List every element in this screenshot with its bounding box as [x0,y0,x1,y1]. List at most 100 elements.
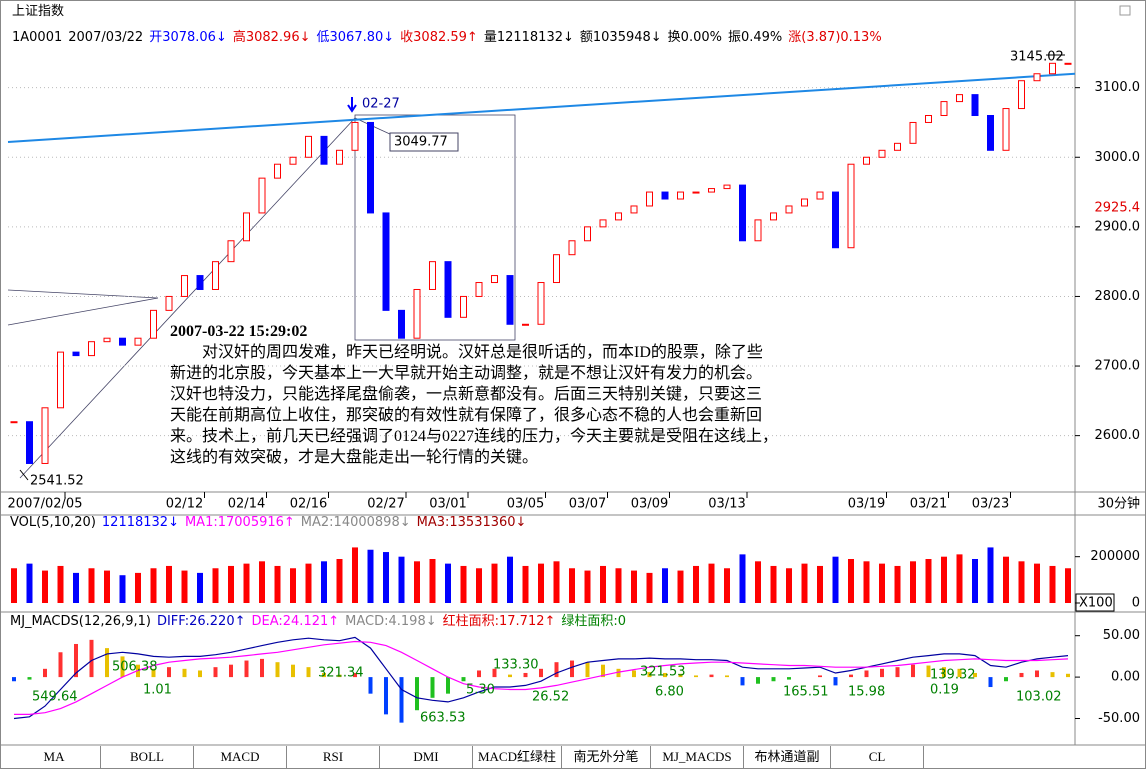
candle [258,177,266,214]
note-line: 这线的有效突破，才是大盘能走出一轮行情的关键。 [170,449,539,466]
legend-item: 绿柱面积:0 [561,614,627,629]
macd-bar [27,677,32,680]
macd-bar [632,670,636,678]
volume-bar [724,568,730,603]
tab[interactable]: MACD [194,746,287,768]
macd-bar [1035,670,1039,678]
volume-bar [212,568,219,603]
macd-bar [446,677,450,694]
volume-bar [398,556,405,603]
current-price: 2925.4 [1095,201,1141,216]
macd-bar [570,660,574,678]
volume-bar [507,556,513,603]
volume-bar [600,565,606,603]
candle [894,142,901,151]
candle [925,115,932,123]
volume-bar [181,570,188,603]
tab[interactable]: 布林通道副 [744,746,831,768]
candle [429,261,436,290]
macd-label: 26.52 [532,690,569,705]
macd-bar [601,664,605,678]
volume-bar [1049,565,1056,603]
legend-item: MA2:14000898↓ [300,515,411,530]
macd-bar [1066,673,1070,678]
macd-bar [399,677,404,723]
volume-bar [73,572,79,603]
volume-bar [166,565,172,603]
label-box [389,132,459,152]
y-tick-label: 200000 [1090,549,1140,564]
macd-label: 1.01 [143,683,172,698]
tab[interactable]: MACD红绿柱 [473,746,562,768]
candle [57,351,64,409]
quote-field: 开3078.06↓ [149,30,227,45]
macd-bar [1050,672,1055,678]
macd-label: 103.02 [1016,690,1062,705]
tab[interactable]: RSI [287,746,380,768]
candle [754,219,762,242]
legend-item: DIFF:26.220↑ [156,614,246,629]
candle [134,337,142,346]
volume-bar [228,565,234,603]
macd-label: 506.38 [112,660,158,675]
candle [692,191,700,194]
volume-bar [1065,568,1071,603]
candle [599,219,607,228]
macd-bar [864,670,869,678]
y-tick-label: 2900.0 [1095,219,1141,234]
volume-bar [693,565,699,603]
macd-label: 6.80 [655,685,684,700]
tab[interactable]: DMI [380,746,473,768]
macd-bar [105,648,109,678]
unit-label: X100 [1079,596,1113,611]
volume-bar [445,563,451,603]
candle [413,288,421,339]
candle [320,135,328,165]
x-tick-label: 03/01 [429,497,466,512]
note-line: 来。技术上，前几天已经强调了0124与0227连线的压力，今天主要就是受阻在这线… [170,428,779,445]
candle [382,212,390,311]
tab[interactable]: BOLL [101,746,194,768]
candle [1064,62,1072,65]
macd-bar [213,667,218,678]
candle [72,351,80,357]
volume-bar [755,561,761,603]
tab[interactable]: 南无外分笔 [562,746,651,768]
volume-bar [414,561,420,603]
macd-label: 321.34 [318,666,364,681]
candle [398,309,405,339]
macd-bar [492,668,497,678]
x-tick-label: 03/09 [631,497,668,512]
volume-bar [1003,556,1009,603]
candle [10,421,18,424]
macd-bar [477,670,481,678]
candle [336,149,343,165]
macd-bar [1019,672,1024,678]
candle [785,205,793,214]
peak-label: 3049.77 [394,135,448,150]
macd-bar [725,675,729,678]
macd-bar [12,677,16,682]
macd-bar [942,667,946,678]
candle [801,198,808,207]
period-label: 30分钟 [1097,496,1140,512]
candle [584,226,591,242]
macd-bar [895,667,900,678]
volume-bar [290,568,296,603]
candle [847,163,855,249]
candle [227,240,235,263]
tab[interactable]: CL [831,746,924,768]
macd-bar [694,675,698,678]
volume-bar [305,563,312,603]
tab[interactable]: MA [8,746,101,768]
legend-item: 红柱面积:17.712↑ [442,614,556,629]
header-title: 上证指数 [12,4,70,20]
tab[interactable]: MJ_MACDS [651,746,744,768]
peak-date: 02-27 [362,97,400,112]
candle [568,240,576,256]
quote-field: 高3082.96↓ [232,30,311,45]
candle [553,254,560,284]
window-icon[interactable] [1119,5,1131,16]
